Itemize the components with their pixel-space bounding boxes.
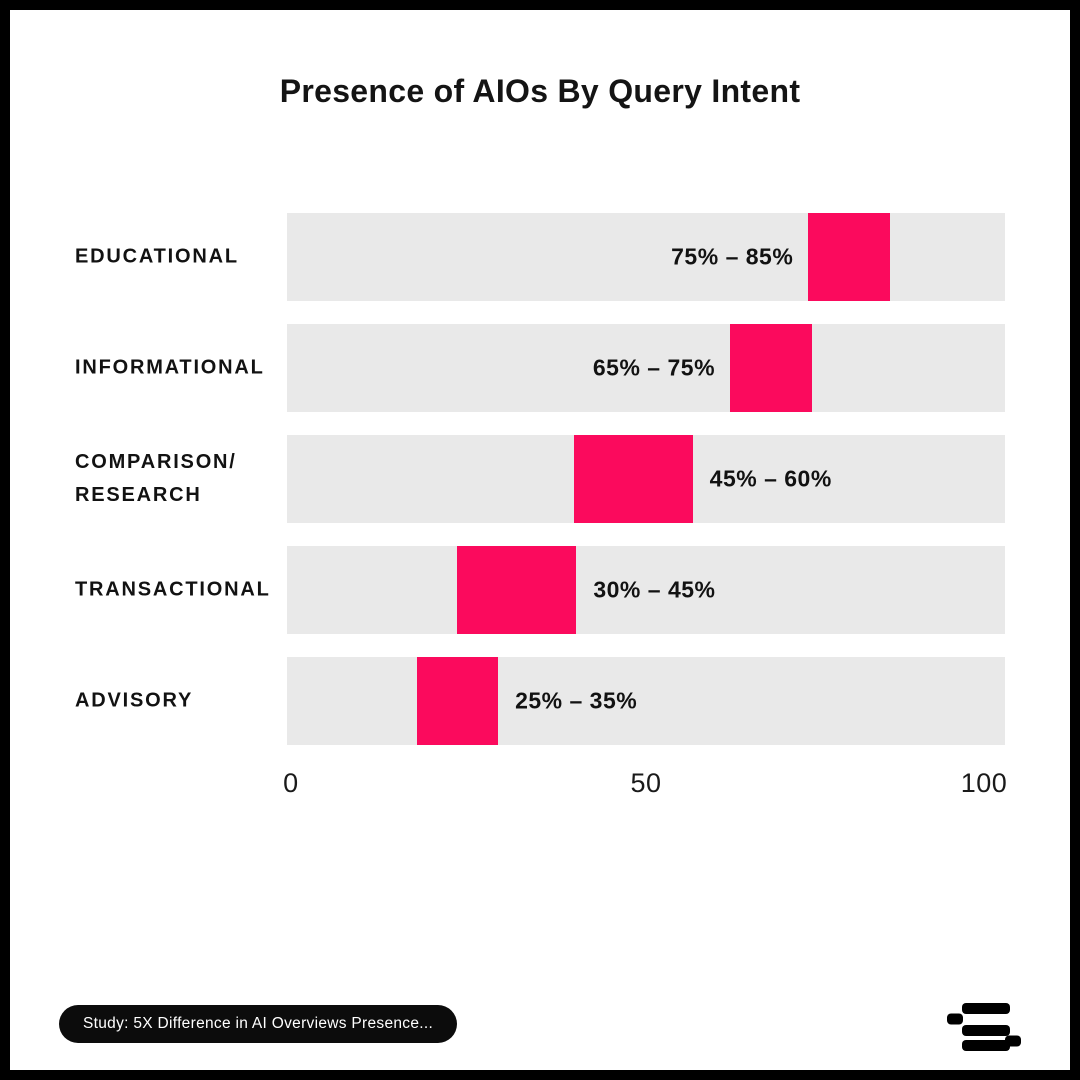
bar-segment — [574, 435, 693, 523]
range-label: 65% – 75% — [592, 354, 716, 381]
category-label: COMPARISON/ RESEARCH — [75, 451, 237, 506]
study-badge-label: Study: 5X Difference in AI Overviews Pre… — [83, 1015, 434, 1032]
range-label: 25% – 35% — [515, 687, 638, 714]
bar-track: 30% – 45% — [287, 546, 1005, 634]
x-tick-label: 100 — [960, 768, 1008, 798]
chart-row: TRANSACTIONAL 30% – 45% — [75, 546, 1005, 634]
s-bars-logo — [947, 1003, 1021, 1051]
chart-rows: EDUCATIONAL 75% – 85% INFORMATIONAL 65% … — [75, 213, 1005, 745]
category-label: ADVISORY — [75, 689, 194, 712]
range-bar-chart: EDUCATIONAL 75% – 85% INFORMATIONAL 65% … — [75, 213, 1008, 802]
x-tick-label: 50 — [630, 768, 662, 798]
bar-segment — [730, 324, 812, 412]
range-label: 30% – 45% — [593, 576, 716, 603]
bar-segment — [808, 213, 891, 301]
category-label: INFORMATIONAL — [75, 356, 265, 379]
bar-track: 25% – 35% — [287, 657, 1005, 745]
study-badge[interactable]: Study: 5X Difference in AI Overviews Pre… — [59, 1005, 458, 1043]
chart-row: COMPARISON/ RESEARCH 45% – 60% — [75, 435, 1005, 523]
bar-track: 75% – 85% — [287, 213, 1005, 301]
range-label: 75% – 85% — [671, 243, 794, 270]
range-label: 45% – 60% — [709, 465, 832, 492]
bar-segment — [416, 657, 499, 745]
x-axis: 0 50 100 — [283, 768, 1008, 802]
bar-track: 65% – 75% — [287, 324, 1005, 412]
chart-title: Presence of AIOs By Query Intent — [279, 73, 801, 110]
category-label: EDUCATIONAL — [75, 245, 239, 268]
bar-track: 45% – 60% — [287, 435, 1005, 523]
chart-row: ADVISORY 25% – 35% — [75, 657, 1005, 745]
category-label: TRANSACTIONAL — [75, 578, 271, 601]
bar-segment — [457, 546, 577, 634]
chart-row: EDUCATIONAL 75% – 85% — [75, 213, 1005, 301]
chart-row: INFORMATIONAL 65% – 75% — [75, 324, 1005, 412]
x-tick-label: 0 — [283, 768, 299, 798]
